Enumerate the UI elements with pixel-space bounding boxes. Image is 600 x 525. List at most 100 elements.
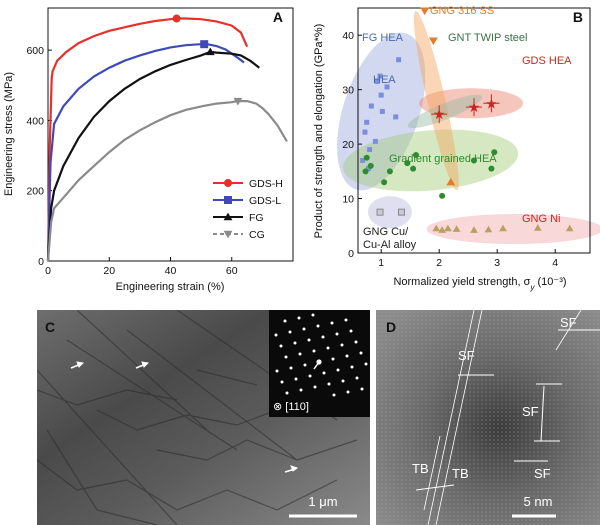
scale-bar-label: 1 μm (308, 494, 337, 509)
diffraction-spot (359, 351, 363, 355)
point-fg-hea (379, 108, 385, 114)
series-lines (46, 14, 288, 262)
diffraction-spot (288, 330, 292, 334)
grain-boundary (186, 414, 238, 426)
legend-label: FG (249, 212, 264, 224)
point-gradient-grained-hea (404, 160, 411, 167)
point-gradient-grained-hea (410, 165, 417, 172)
x-axis-label: Normalized yield strength, σy (10⁻³) (393, 276, 566, 292)
region-gng-316-ss (413, 10, 459, 191)
diffraction-spot (316, 324, 320, 328)
sf-label: SF (522, 404, 539, 419)
grain-boundary (296, 439, 358, 461)
zone-axis-label: ⊗ [110] (273, 401, 309, 413)
legend-marker (224, 179, 232, 187)
x-axis-label: Engineering strain (%) (116, 281, 225, 293)
grain-boundary (76, 479, 128, 491)
diffraction-spot (346, 390, 350, 394)
group-label: FG HEA (362, 32, 404, 44)
diffraction-spot (284, 355, 288, 359)
y-tick-label: 200 (26, 186, 44, 198)
point-fg-hea (365, 166, 371, 172)
series-line-fg (46, 50, 260, 262)
x-tick-label: 4 (552, 257, 558, 269)
diffraction-spot (321, 335, 325, 339)
legend-label: GDS-L (249, 195, 281, 207)
diffraction-spot (311, 313, 315, 317)
x-tick-label: 40 (165, 265, 177, 277)
point-fg-hea (393, 114, 399, 120)
grain-boundary (156, 449, 208, 461)
tb-label: TB (452, 466, 469, 481)
panel-letter-d: D (386, 319, 396, 335)
diffraction-spot (308, 374, 312, 378)
lattice-fringes (376, 310, 600, 525)
diffraction-marker (313, 361, 320, 370)
point-gng-ni (452, 225, 461, 232)
panel-c-tem-micrograph: ⊗ [110] C 1 μm (37, 310, 370, 525)
arrow-icon (70, 361, 85, 369)
tb-label: TB (412, 461, 429, 476)
panel-letter-c: C (45, 319, 55, 335)
group-label: Cu-Al alloy (363, 239, 417, 251)
y-axis-label: Product of strength and elongation (GPa*… (313, 24, 325, 239)
grain-texture (37, 310, 358, 525)
point-fg-hea (384, 84, 390, 90)
diffraction-spot (275, 369, 279, 373)
sf-label: SF (534, 466, 551, 481)
grain-boundary (126, 479, 178, 511)
grain-boundary (226, 489, 278, 511)
point-gng-ni (484, 225, 493, 233)
panel-letter-b: B (573, 9, 583, 25)
group-label: GNT TWIP steel (448, 32, 527, 44)
region-gnt-twip (407, 94, 483, 129)
peak-marker-cg (233, 97, 243, 106)
point-gng-316-ss (429, 37, 438, 46)
y-tick-label: 40 (342, 30, 354, 42)
diffraction-spot (326, 346, 330, 350)
sf-label: SF (560, 315, 577, 330)
y-tick-label: 30 (342, 85, 354, 97)
point-fg-hea (367, 147, 373, 153)
diffraction-spot (360, 387, 364, 391)
grain-boundary (66, 339, 238, 451)
region-gng-ni (426, 214, 600, 245)
point-gng-ni (432, 224, 441, 232)
legend-marker (223, 212, 233, 221)
diffraction-spot (285, 391, 289, 395)
point-fg-hea (368, 103, 374, 109)
point-gds-hea: ★ (485, 95, 498, 111)
point-gradient-grained-hea (471, 157, 477, 164)
legend-marker (223, 230, 233, 239)
x-tick-label: 3 (494, 257, 500, 269)
diffraction-spot (331, 357, 335, 361)
group-label: Gradient grained HEA (389, 153, 497, 165)
scale-bar-label: 5 nm (524, 494, 553, 509)
region-gradient-grained-hea (342, 129, 519, 192)
point-fg-hea (372, 138, 378, 144)
legend: GDS-H GDS-L FG CG (213, 178, 283, 241)
peak-marker-gds-l (200, 40, 209, 49)
group-label: GDS HEA (522, 55, 572, 67)
point-fg-hea (362, 129, 368, 135)
diffraction-spot (302, 327, 306, 331)
diffraction-spot (299, 388, 303, 392)
arrow-icon (284, 465, 299, 473)
point-gradient-grained-hea (363, 154, 370, 161)
point-gradient-grained-hea (362, 168, 369, 175)
grain-boundary (37, 459, 78, 491)
group-label: HEA (373, 74, 396, 86)
diffraction-spot (294, 377, 298, 381)
x-tick-label: 60 (226, 265, 238, 277)
panel-d-hrtem-micrograph: D SF SF SF SF TB TB 5 nm (376, 310, 600, 525)
x-tick-label: 20 (103, 265, 115, 277)
y-tick-label: 10 (342, 194, 354, 206)
point-gng-ni (438, 226, 446, 233)
annotation-ticks (415, 329, 600, 491)
diffraction-spot (280, 380, 284, 384)
diffraction-spot (330, 321, 334, 325)
diffraction-spot (293, 341, 297, 345)
